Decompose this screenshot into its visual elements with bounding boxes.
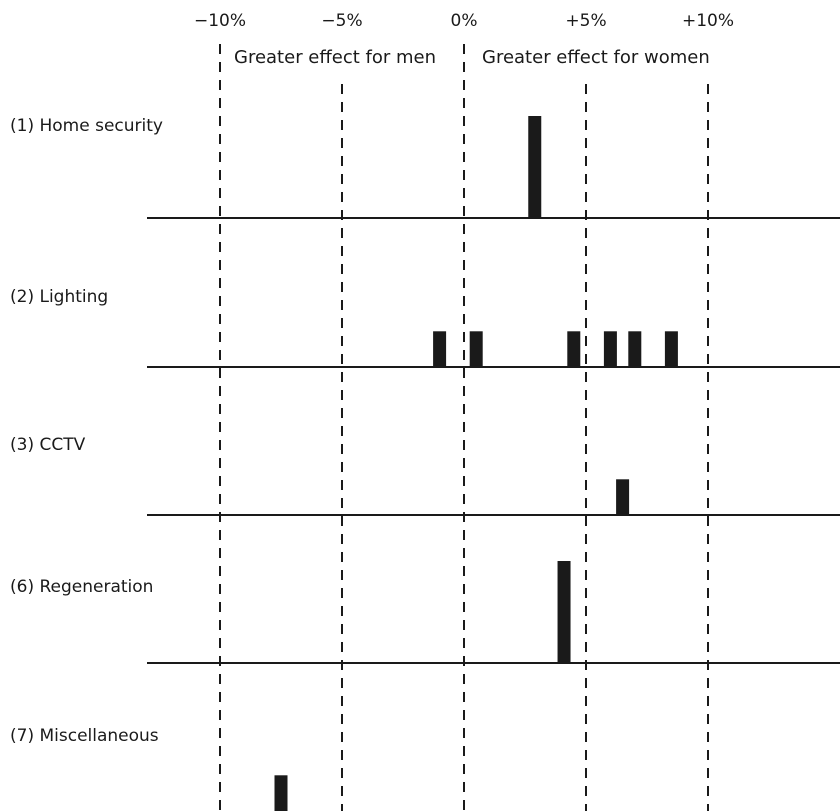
tick-label: −5% — [321, 11, 362, 31]
bar — [433, 331, 447, 367]
tick-label: +10% — [682, 11, 734, 31]
bar — [628, 331, 642, 367]
bar — [567, 331, 581, 367]
row-label: (7) Miscellaneous — [10, 726, 159, 746]
tick-label: 0% — [451, 11, 478, 31]
row-label: (1) Home security — [10, 116, 163, 136]
row-label: (2) Lighting — [10, 287, 108, 307]
annotation-men: Greater effect for men — [234, 47, 436, 68]
tick-label: −10% — [194, 11, 246, 31]
tick-label: +5% — [565, 11, 606, 31]
bar — [274, 775, 288, 811]
bar — [603, 331, 617, 367]
row-baselines — [147, 217, 840, 664]
row-label: (3) CCTV — [10, 435, 86, 455]
bar — [528, 116, 542, 218]
bar — [664, 331, 678, 367]
annotation-women: Greater effect for women — [482, 47, 710, 68]
row-labels: (1) Home security (2) Lighting (3) CCTV (6)… — [10, 116, 163, 746]
bars — [274, 116, 678, 811]
bar — [557, 561, 571, 663]
bar — [469, 331, 483, 367]
bar — [616, 479, 630, 515]
gridlines — [219, 44, 709, 811]
x-tick-labels: −10% −5% 0% +5% +10% — [194, 11, 734, 31]
row-label: (6) Regeneration — [10, 577, 153, 597]
